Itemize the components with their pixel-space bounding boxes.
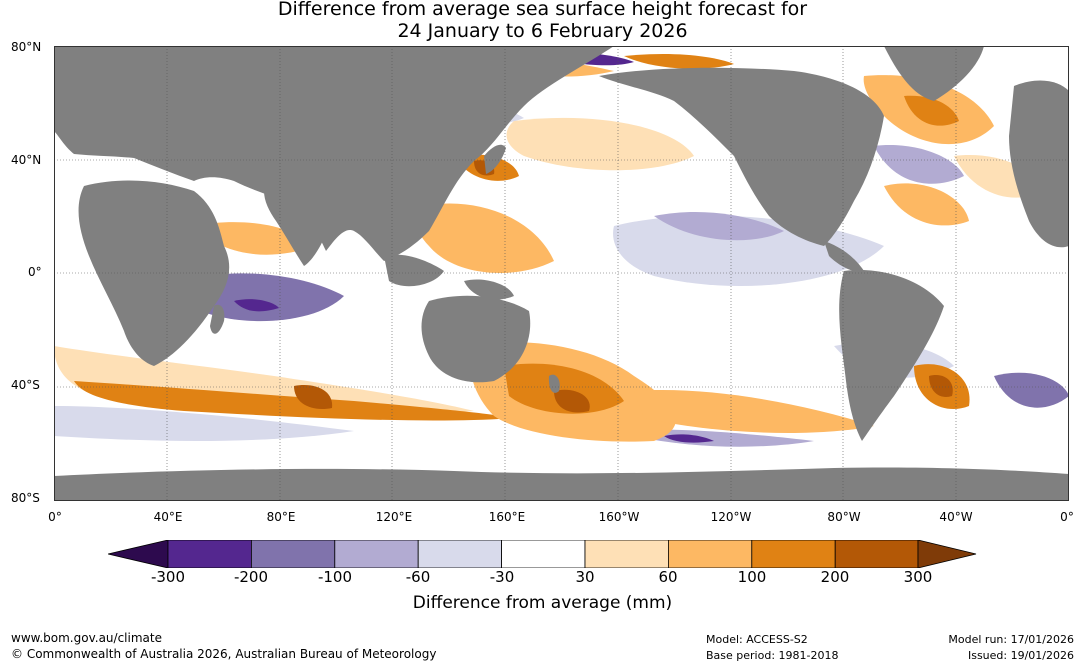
lat-label-40s: 40°S: [11, 378, 40, 392]
colorbar-segment-60-30: [417, 540, 503, 568]
footer-model: Model: ACCESS-S2: [706, 633, 808, 646]
anomaly-patch: [904, 95, 959, 126]
land-antarctica: [54, 467, 1069, 501]
colorbar-title: Difference from average (mm): [412, 593, 673, 613]
lon-label-120e: 120°E: [375, 510, 413, 524]
lon-label-40w: 40°W: [939, 510, 973, 524]
map-canvas: [54, 46, 1069, 501]
graticule: [54, 46, 1069, 501]
anomaly-patch: [654, 211, 784, 241]
lon-label-0-right: 0°: [1060, 510, 1074, 524]
footer-copyright: © Commonwealth of Australia 2026, Austra…: [11, 647, 437, 661]
colorbar-segment-200-100: [250, 540, 336, 568]
colorbar-label-minus-100: -100: [317, 568, 353, 586]
lon-label-80e: 80°E: [266, 510, 296, 524]
anomaly-patch: [74, 381, 514, 421]
colorbar-label-30: 30: [575, 568, 595, 586]
anomaly-patch: [54, 406, 354, 441]
land-south-america: [839, 270, 944, 441]
anomaly-patch: [554, 389, 590, 413]
colorbar-label-300: 300: [903, 568, 933, 586]
anomaly-patch: [504, 363, 624, 414]
land-japan: [484, 144, 506, 174]
lat-label-80s: 80°S: [11, 491, 40, 505]
land-new-guinea: [464, 279, 514, 300]
colorbar-segment-300-200: [167, 540, 252, 568]
colorbar-segment-30-60: [584, 540, 669, 568]
land-southeast-asia: [384, 254, 444, 287]
land-australia: [421, 295, 531, 383]
lat-label-80n: 80°N: [11, 40, 42, 54]
anomaly-patch: [874, 145, 964, 184]
footer-base-period: Base period: 1981-2018: [706, 649, 839, 662]
title-line-2: 24 January to 6 February 2026: [397, 20, 688, 42]
colorbar-segment-below-300: [108, 540, 169, 568]
lon-label-120w: 120°W: [710, 510, 752, 524]
lon-label-160e: 160°E: [488, 510, 526, 524]
colorbar-segment-200-300: [834, 540, 919, 568]
land-europe-west: [1009, 80, 1069, 248]
lat-label-40n: 40°N: [11, 153, 42, 167]
anomaly-patch: [624, 53, 734, 69]
map-border: [54, 46, 1069, 501]
land-madagascar: [210, 304, 225, 334]
colorbar-segment-60-100: [668, 540, 753, 568]
land-new-zealand: [548, 374, 560, 393]
anomaly-patch: [929, 375, 953, 397]
footer-website: www.bom.gov.au/climate: [11, 631, 162, 645]
anomaly-patch: [994, 372, 1069, 408]
land-central-america: [824, 241, 864, 272]
anomaly-patch: [664, 434, 714, 443]
lon-label-160w: 160°W: [598, 510, 640, 524]
anomaly-patch: [634, 390, 874, 433]
colorbar-label-minus-300: -300: [150, 568, 186, 586]
land-masses: [54, 46, 1069, 501]
lon-label-80w: 80°W: [827, 510, 861, 524]
footer-issued: Issued: 19/01/2026: [967, 649, 1074, 662]
colorbar-segment-100-200: [751, 540, 836, 568]
anomaly-patch: [294, 385, 333, 410]
colorbar-label-minus-60: -60: [405, 568, 431, 586]
anomaly-patch: [506, 117, 694, 171]
land-india: [264, 191, 329, 266]
sea-surface-height-map: [54, 46, 1069, 501]
lat-label-0: 0°: [28, 265, 42, 279]
anomaly-patch: [417, 203, 554, 273]
colorbar-label-200: 200: [820, 568, 850, 586]
colorbar-label-minus-200: -200: [233, 568, 269, 586]
land-north-america: [599, 67, 884, 246]
colorbar-label-minus-30: -30: [489, 568, 515, 586]
land-greenland: [884, 46, 984, 101]
anomaly-patch: [234, 299, 279, 312]
colorbar-label-100: 100: [737, 568, 767, 586]
colorbar-label-60: 60: [658, 568, 678, 586]
land-eurasia: [54, 46, 614, 261]
colorbar-segment-100-60: [334, 540, 419, 568]
colorbar-segment-above-300: [917, 540, 977, 568]
anomaly-patch: [884, 183, 969, 226]
lon-label-40e: 40°E: [153, 510, 183, 524]
colorbar-segment-30-30: [501, 540, 586, 568]
title-line-1: Difference from average sea surface heig…: [277, 0, 808, 20]
footer-model-run: Model run: 17/01/2026: [948, 633, 1074, 646]
colorbar: [108, 540, 977, 568]
lon-label-0-left: 0°: [48, 510, 62, 524]
